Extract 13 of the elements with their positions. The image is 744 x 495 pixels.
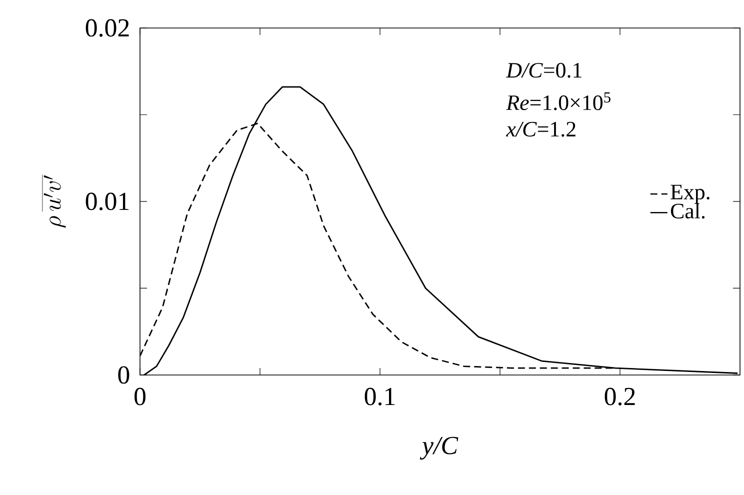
legend-label: Exp.: [670, 184, 710, 204]
y-axis-title: $\rho\,\overline{u'v'}$: [42, 174, 66, 228]
annotation: Re=1.0×10$^{5}$: [506, 92, 610, 110]
x-tick-label: 0: [134, 388, 146, 406]
annotation: D/C=0.1: [506, 62, 582, 78]
x-axis-title: y/C: [420, 436, 458, 460]
x-tick-label: 0.2: [604, 388, 635, 406]
y-tick-label: 0.01: [86, 192, 129, 210]
annotation: x/C=1.2: [506, 122, 576, 137]
legend-label: Cal.: [670, 203, 705, 219]
y-tick-label: 0: [118, 366, 130, 384]
y-tick-label: 0.02: [86, 19, 129, 37]
x-tick-label: 0.1: [364, 388, 395, 406]
